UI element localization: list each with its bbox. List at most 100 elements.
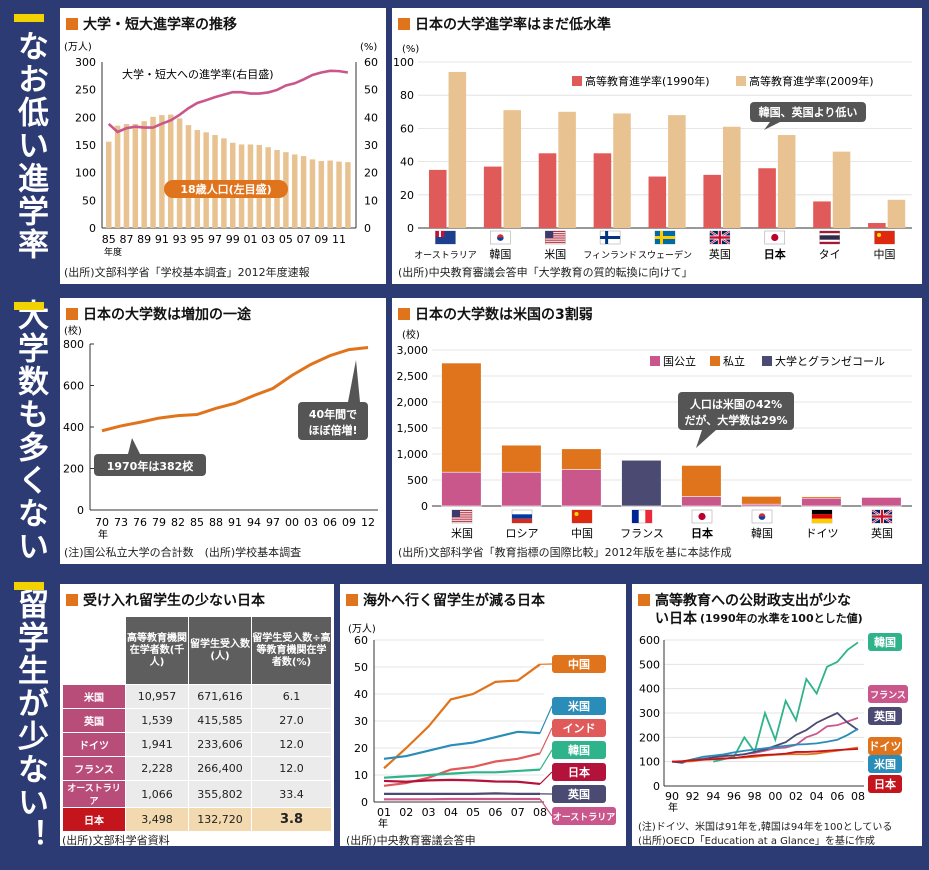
x-tick-label: 03: [422, 806, 436, 819]
x-tick-label: 06: [323, 516, 337, 529]
x-tick-label: 09: [314, 233, 328, 246]
y-tick-label: 0: [407, 222, 414, 235]
series-label-bg: [868, 737, 902, 755]
panel-university-count: 日本の大学数は増加の一途 (注)国公私立大学の合計数 (出所)学校基本調査 (校…: [60, 298, 386, 564]
side-title-1: なお低い進学率: [4, 8, 56, 283]
panel-title: 日本の大学数は米国の3割弱: [398, 304, 593, 324]
legend-swatch: [736, 76, 746, 86]
bar-18yo: [132, 123, 139, 228]
bar-18yo: [194, 130, 201, 228]
y-tick-label: 400: [63, 421, 84, 434]
source-note: (注)国公私立大学の合計数 (出所)学校基本調査: [64, 546, 302, 559]
x-tick-label: 12: [361, 516, 375, 529]
y-tick-label: 250: [75, 84, 96, 97]
x-tick-label: 05: [279, 233, 293, 246]
y-tick-label: 100: [393, 56, 414, 69]
table-cell: 1,066: [125, 780, 189, 808]
bar-18yo: [176, 118, 183, 228]
row-label: ドイツ: [62, 732, 126, 757]
bar-2009: [613, 113, 631, 228]
y-tick-label: 40: [400, 156, 414, 169]
category-label: フランス: [620, 527, 664, 540]
side-title-3: 留学生が少ない！: [4, 576, 56, 864]
series-label-bg: [552, 807, 616, 825]
bar-2009: [668, 115, 686, 228]
bar-18yo: [106, 141, 112, 228]
leader-line: [539, 705, 553, 734]
x-tick-label: 85: [190, 516, 204, 529]
source-note: (出所)文部科学省「学校基本調査」2012年度速報: [64, 266, 310, 279]
category-label: 韓国: [489, 248, 511, 261]
panel-title: 大学・短大進学率の推移: [66, 14, 237, 34]
legend-swatch: [762, 356, 772, 366]
flag-ドイツ: [811, 509, 833, 524]
flag-part: [452, 515, 472, 517]
col-header: 留学生受入数÷高等教育機関在学者数(%): [251, 616, 332, 685]
callout-pointer: [128, 438, 140, 454]
x-tick-label: 01: [243, 233, 257, 246]
x-tick-label: 92: [686, 790, 700, 803]
bar-1990: [758, 168, 776, 228]
line-enrollment-rate: [107, 69, 349, 134]
x-tick-label: 06: [830, 790, 844, 803]
flag-part: [632, 510, 639, 523]
category-label: ロシア: [506, 527, 539, 540]
bar-2009: [777, 135, 796, 228]
footnote: (注)ドイツ、米国は91年を,韓国は94年を100としている: [638, 822, 893, 833]
panel-international-enrollment: 日本の大学進学率はまだ低水準 (出所)中央教育審議会答申「大学教育の質的転換に向…: [392, 8, 922, 284]
category-label: 日本: [691, 526, 713, 540]
table-row: 英国 1,539 415,585 27.0: [62, 708, 332, 733]
callout-text: 1970年は382校: [107, 459, 195, 473]
flag-part: [545, 240, 566, 242]
table-cell: 266,400: [188, 756, 252, 781]
y-tick-label: 100: [639, 756, 660, 769]
flag-part: [574, 512, 579, 516]
callout-text: 40年間で: [309, 407, 357, 421]
row-label: フランス: [62, 756, 126, 781]
bar-18yo: [123, 123, 130, 228]
flag-part: [812, 510, 832, 515]
y-tick-label: 80: [400, 89, 414, 102]
category-label: オーストラリア: [414, 250, 477, 261]
y-tick-label: 0: [361, 796, 368, 809]
x-tick-label: 93: [173, 233, 187, 246]
flag-part: [771, 233, 779, 242]
x-tick-label: 07: [511, 806, 525, 819]
x-tick-label: 00: [768, 790, 782, 803]
chart-outgoing-students: (万人)60 50 40 30 20 10 0 01 02 03 04 05 06 07 08 年 中国米国イン…: [348, 623, 616, 830]
y-tick-label: 2,000: [397, 396, 429, 409]
x-tick-label: 76: [133, 516, 147, 529]
bar-1990: [483, 166, 502, 228]
flag-日本: [764, 230, 786, 245]
table-cell: 415,585: [188, 708, 252, 733]
y-tick-label: 50: [354, 661, 368, 674]
bar-label-bg: [164, 180, 288, 198]
category-label: ドイツ: [806, 527, 839, 540]
bar-1990: [868, 223, 886, 228]
y2-tick-label: 30: [364, 139, 378, 152]
table-cell: 1,941: [125, 732, 189, 757]
panel-title: 日本の大学進学率はまだ低水準: [398, 14, 611, 34]
source-note: (出所)OECD「Education at a Glance」を基に作成: [638, 836, 875, 847]
flag-part: [438, 231, 441, 237]
line-label: 大学・短大への進学率(右目盛): [122, 67, 274, 81]
y-tick-label: 200: [75, 111, 96, 124]
category-label: フィンランド: [583, 250, 637, 261]
series-label: 韓国: [568, 743, 590, 757]
series-label-bg: [552, 697, 606, 715]
y-tick-label: 800: [63, 338, 84, 351]
bar-私立: [561, 448, 602, 470]
flag-part: [877, 233, 882, 237]
x-axis-unit: 年度: [104, 246, 122, 258]
line-韓国: [383, 768, 541, 779]
y2-tick-label: 40: [364, 111, 378, 124]
col-header: 留学生受入数(人): [188, 616, 252, 685]
x-tick-label: 04: [810, 790, 824, 803]
series-label-bg: [868, 755, 902, 773]
x-tick-label: 07: [297, 233, 311, 246]
y2-tick-label: 10: [364, 194, 378, 207]
source-note: (出所)中央教育審議会答申「大学教育の質的転換に向けて」: [398, 266, 693, 279]
flag-タイ: [819, 230, 840, 245]
series-label: オーストラリア: [553, 812, 616, 823]
y2-tick-label: 20: [364, 167, 378, 180]
